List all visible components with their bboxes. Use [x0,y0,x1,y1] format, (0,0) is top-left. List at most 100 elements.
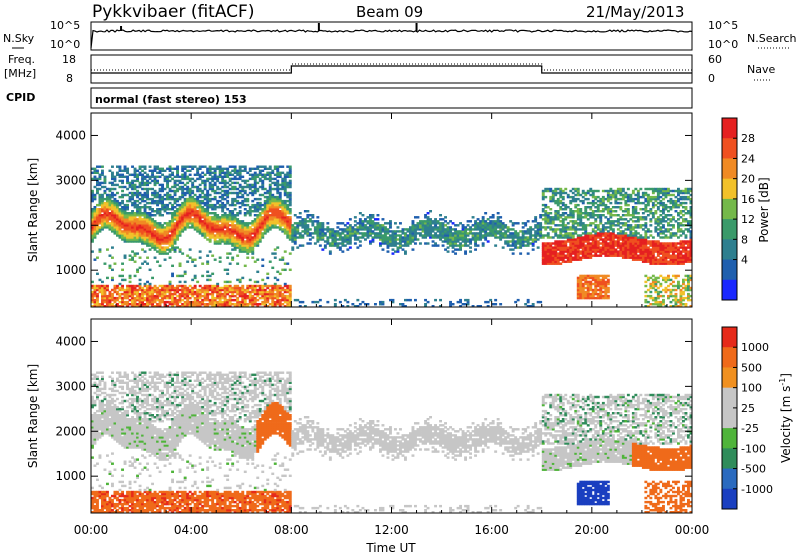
power-cell [233,171,237,175]
power-cell [101,286,104,290]
power-cell [551,228,555,231]
power-cell [283,222,287,225]
power-cell [163,300,167,304]
power-cell [101,303,104,306]
power-cell [223,171,227,175]
power-cell [529,230,533,233]
power-cell [364,218,367,221]
power-cell [173,236,177,239]
power-cell [551,256,555,259]
power-cell [326,242,330,245]
power-cell [211,189,215,193]
power-cell [389,242,392,245]
power-cell [576,246,580,249]
power-cell [233,236,237,239]
power-cell [283,177,287,181]
power-cell [584,216,588,219]
power-cell [591,236,595,239]
power-cell [258,236,262,239]
power-cell [121,262,125,265]
power-cell [546,260,550,263]
power-cell [221,181,225,185]
power-cell [491,214,495,217]
power-cell [151,290,155,294]
power-cell [196,280,200,284]
power-cell [108,228,112,231]
power-cell [531,228,535,231]
power-cell [91,195,94,199]
power-cell [559,232,563,235]
power-cell [168,189,172,193]
power-cell [556,252,560,255]
power-cell [106,208,109,211]
power-cell [133,292,137,296]
power-cell [469,238,473,241]
power-cell [191,303,195,306]
power-cell [414,242,417,245]
power-cell [499,236,503,239]
power-cell [141,303,145,306]
power-cell [121,292,125,296]
power-cell [223,300,227,304]
power-cell [121,181,125,185]
power-cell [93,284,97,288]
power-cell [136,203,140,207]
power-cell [93,294,97,298]
power-cell [176,286,180,290]
power-cell [111,230,114,233]
power-cell [153,246,157,249]
power-cell [366,220,370,223]
power-cell [353,234,357,237]
power-cell [228,187,232,191]
power-cell [566,254,570,257]
power-cell [256,214,260,217]
power-cell [471,234,475,237]
power-cell [271,197,275,201]
power-cell [243,226,247,229]
power-cell [198,216,202,219]
power-cell [191,165,195,168]
power-cell [106,197,109,201]
power-cell [283,228,287,231]
power-cell [126,292,130,296]
power-cell [549,222,553,225]
power-cell [574,189,578,193]
power-cell [256,173,260,177]
power-cell [186,201,190,205]
power-cell [431,305,435,307]
power-cell [193,199,197,203]
power-cell [171,292,175,296]
power-cell [206,292,210,296]
power-cell [589,242,593,245]
power-cell [494,222,498,225]
power-cell [399,244,402,247]
power-cell [191,214,195,217]
power-cell [218,169,222,173]
power-cell [564,203,568,207]
power-cell [404,232,407,235]
power-cell [191,191,195,195]
power-cell [521,234,525,237]
power-cell [484,230,488,233]
power-cell [276,208,280,211]
power-cell [103,300,107,304]
power-cell [111,224,114,227]
power-cell [153,169,157,173]
power-cell [113,193,117,197]
power-cell [589,246,593,249]
power-cell [171,236,175,239]
power-cell [166,305,170,307]
power-cell [216,234,220,237]
power-cell [116,173,119,177]
power-cell [551,262,555,265]
power-cell [113,183,117,187]
power-cell [476,305,480,307]
power-cell [133,230,137,233]
power-cell [161,185,165,189]
power-cell [233,224,237,227]
power-cell [441,224,445,227]
power-cell [226,216,230,219]
power-cell [546,262,550,265]
power-cell [511,228,515,231]
power-cell [361,224,365,227]
